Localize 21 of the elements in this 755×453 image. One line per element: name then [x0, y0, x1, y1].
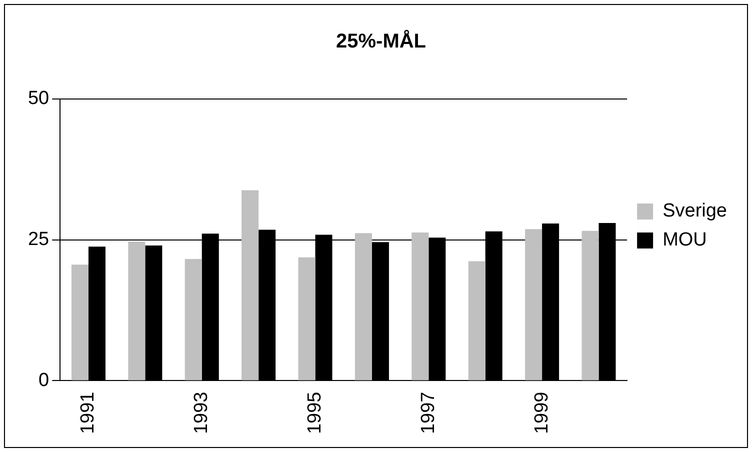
y-tick-label: 25 [28, 229, 50, 250]
bar [468, 261, 486, 380]
bar [298, 257, 316, 380]
bar [582, 230, 599, 380]
x-tick-label: 1999 [531, 392, 552, 434]
legend-label: Sverige [662, 200, 727, 222]
bar [184, 259, 202, 380]
x-tick-label: 1995 [304, 392, 326, 434]
x-tick-label: 1993 [191, 392, 212, 434]
bar [525, 229, 542, 380]
y-tick-label: 50 [28, 88, 50, 110]
x-tick-label: 1997 [418, 392, 439, 434]
chart-title: 25%-MÅL [336, 30, 426, 53]
bar [242, 190, 259, 380]
y-tick-label: 0 [38, 370, 50, 391]
bar [128, 242, 146, 380]
bar [354, 233, 372, 380]
x-tick-label: 1991 [78, 392, 99, 434]
bar [71, 264, 88, 380]
legend-label: MOU [662, 230, 707, 251]
bar [412, 232, 429, 380]
